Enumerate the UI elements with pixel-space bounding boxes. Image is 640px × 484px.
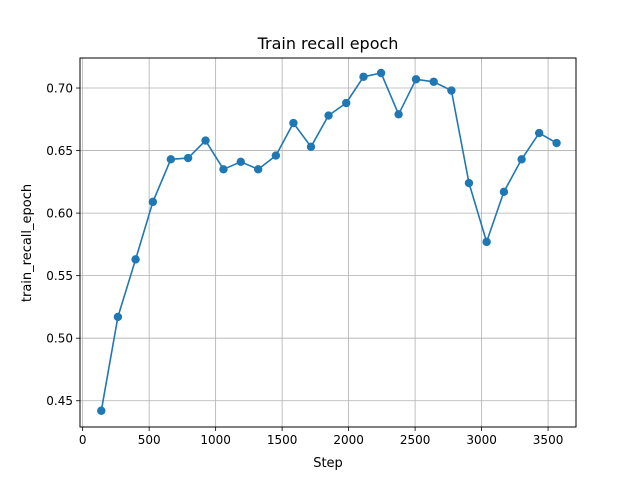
data-point	[552, 138, 561, 148]
data-point	[534, 128, 544, 138]
series-layer	[97, 68, 561, 415]
data-point	[306, 142, 316, 152]
data-point	[236, 157, 245, 167]
x-tick-label: 3500	[533, 433, 564, 447]
x-axis-label: Step	[313, 456, 343, 471]
data-point	[97, 406, 106, 415]
grid	[80, 58, 576, 427]
data-point	[253, 165, 263, 174]
x-tick-label: 2000	[333, 433, 364, 447]
data-point	[517, 155, 526, 164]
data-point	[131, 255, 140, 264]
y-tick-label: 0.45	[46, 394, 73, 408]
tick-marks	[76, 87, 549, 431]
x-tick-label: 0	[79, 433, 87, 447]
x-tick-label: 1500	[267, 433, 298, 447]
data-point	[411, 75, 421, 84]
x-tick-label: 2500	[400, 433, 431, 447]
data-point	[148, 197, 158, 207]
data-point	[376, 68, 386, 78]
data-point	[394, 110, 403, 119]
x-tick-label: 1000	[200, 433, 231, 447]
data-point	[271, 151, 281, 160]
data-point	[447, 86, 456, 95]
chart-title: Train recall epoch	[257, 34, 399, 53]
data-point	[429, 77, 438, 86]
y-tick-label: 0.55	[46, 269, 73, 283]
plot-frame	[79, 57, 577, 428]
y-tick-label: 0.70	[46, 82, 73, 96]
x-tick-label: 500	[138, 433, 161, 447]
x-tick-label: 3000	[466, 433, 497, 447]
tick-labels: 0 500 1000 1500 2000 2500 3000 3500 0.45 0.50 0.55…	[46, 82, 563, 447]
y-tick-label: 0.50	[46, 332, 73, 346]
y-axis-label: train_recall_epoch	[20, 184, 35, 302]
y-tick-label: 0.65	[46, 144, 73, 158]
y-tick-label: 0.60	[46, 207, 73, 221]
data-point	[482, 237, 491, 247]
data-point	[201, 136, 210, 145]
data-point	[342, 98, 351, 108]
data-point	[359, 72, 368, 81]
data-point	[219, 165, 228, 174]
data-point	[499, 187, 509, 197]
data-point	[464, 178, 474, 188]
data-point	[183, 153, 193, 163]
data-point	[289, 118, 298, 128]
data-point	[113, 312, 123, 322]
data-point	[166, 155, 176, 164]
data-point	[324, 111, 333, 120]
